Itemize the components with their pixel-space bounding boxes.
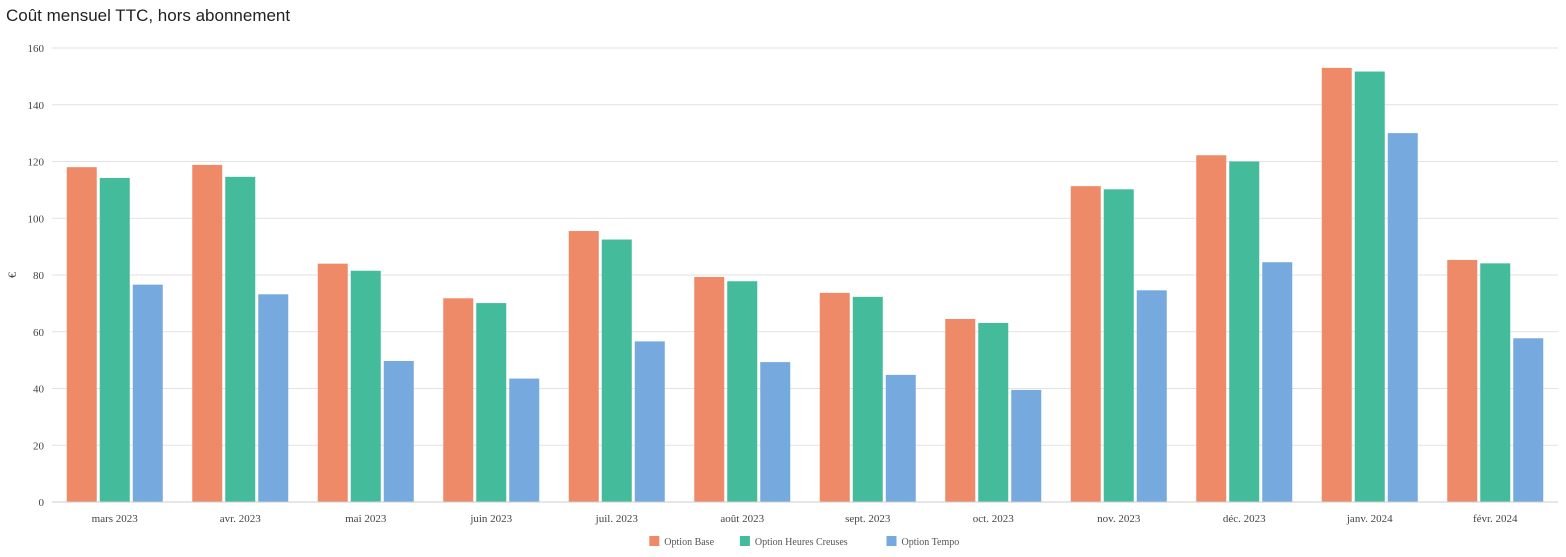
bars [66,67,1544,503]
y-tick-label: 0 [39,497,45,509]
x-tick-label: mai 2023 [345,513,387,525]
bar-option-base-1[interactable] [192,164,223,502]
bar-option-base-3[interactable] [443,298,474,502]
bar-option-heures-creuses-0[interactable] [99,177,130,502]
bar-option-heures-creuses-10[interactable] [1354,71,1385,503]
x-tick-label: janv. 2024 [1346,513,1393,525]
bar-option-tempo-10[interactable] [1387,133,1418,502]
bar-option-heures-creuses-3[interactable] [476,303,507,502]
bar-option-tempo-0[interactable] [132,284,163,502]
bar-option-tempo-2[interactable] [383,360,414,502]
x-tick-label: avr. 2023 [220,513,261,525]
bar-option-tempo-6[interactable] [885,374,916,502]
y-tick-label: 100 [28,213,45,225]
bar-option-heures-creuses-2[interactable] [350,270,381,502]
x-axis-ticks: mars 2023 avr. 2023 mai 2023 juin 2023 juil.… [92,513,1518,525]
legend: Option Base Option Heures Creuses Option T… [649,536,959,548]
bar-option-heures-creuses-8[interactable] [1103,189,1134,502]
bar-option-base-9[interactable] [1196,155,1227,502]
x-tick-label: août 2023 [720,513,764,525]
bar-option-heures-creuses-9[interactable] [1229,161,1260,503]
legend-item-option-heures-creuses[interactable]: Option Heures Creuses [739,536,848,548]
legend-label: Option Base [664,537,714,548]
y-tick-label: 80 [33,270,45,282]
bar-option-heures-creuses-11[interactable] [1480,263,1511,502]
bar-option-tempo-8[interactable] [1136,290,1167,502]
y-tick-label: 40 [33,384,45,396]
bar-option-base-11[interactable] [1447,259,1478,502]
legend-swatch [886,536,897,546]
y-tick-label: 160 [28,43,45,55]
legend-item-option-base[interactable]: Option Base [649,536,715,548]
bar-option-base-5[interactable] [694,276,725,502]
bar-option-tempo-9[interactable] [1262,262,1293,502]
bar-option-tempo-7[interactable] [1011,389,1042,502]
bar-option-heures-creuses-4[interactable] [601,239,632,502]
bar-option-tempo-3[interactable] [509,378,540,502]
y-axis-ticks: 0 20 40 60 80 100 120 140 160 [28,43,45,509]
x-tick-label: sept. 2023 [845,513,891,525]
legend-item-option-tempo[interactable]: Option Tempo [886,536,960,548]
legend-swatch [649,536,660,546]
legend-label: Option Tempo [902,537,960,548]
x-tick-label: mars 2023 [92,513,139,525]
bar-option-base-8[interactable] [1070,186,1101,502]
x-tick-label: juil. 2023 [595,513,639,525]
legend-swatch [739,536,750,546]
bar-option-tempo-11[interactable] [1513,338,1544,502]
y-axis-label: € [5,272,19,278]
x-tick-label: déc. 2023 [1223,513,1266,525]
bar-option-tempo-4[interactable] [634,341,665,502]
y-tick-label: 120 [28,157,45,169]
chart-title: Coût mensuel TTC, hors abonnement [6,6,291,25]
bar-option-base-7[interactable] [945,318,976,502]
y-tick-label: 60 [33,327,45,339]
bar-option-tempo-1[interactable] [258,294,289,502]
x-tick-label: nov. 2023 [1097,513,1141,525]
bar-option-heures-creuses-1[interactable] [225,176,256,502]
bar-option-tempo-5[interactable] [760,362,791,502]
y-tick-label: 140 [28,100,45,112]
bar-option-base-2[interactable] [317,263,348,502]
x-tick-label: juin 2023 [469,513,512,525]
bar-option-heures-creuses-7[interactable] [978,322,1009,502]
bar-option-base-0[interactable] [66,167,97,503]
x-tick-label: oct. 2023 [973,513,1014,525]
y-tick-label: 20 [33,440,45,452]
bar-option-base-6[interactable] [819,292,850,502]
legend-label: Option Heures Creuses [755,537,848,548]
bar-option-base-10[interactable] [1321,67,1352,503]
bar-option-heures-creuses-6[interactable] [852,296,883,502]
x-tick-label: févr. 2024 [1473,513,1518,525]
bar-option-base-4[interactable] [568,231,599,503]
bar-option-heures-creuses-5[interactable] [727,281,758,502]
